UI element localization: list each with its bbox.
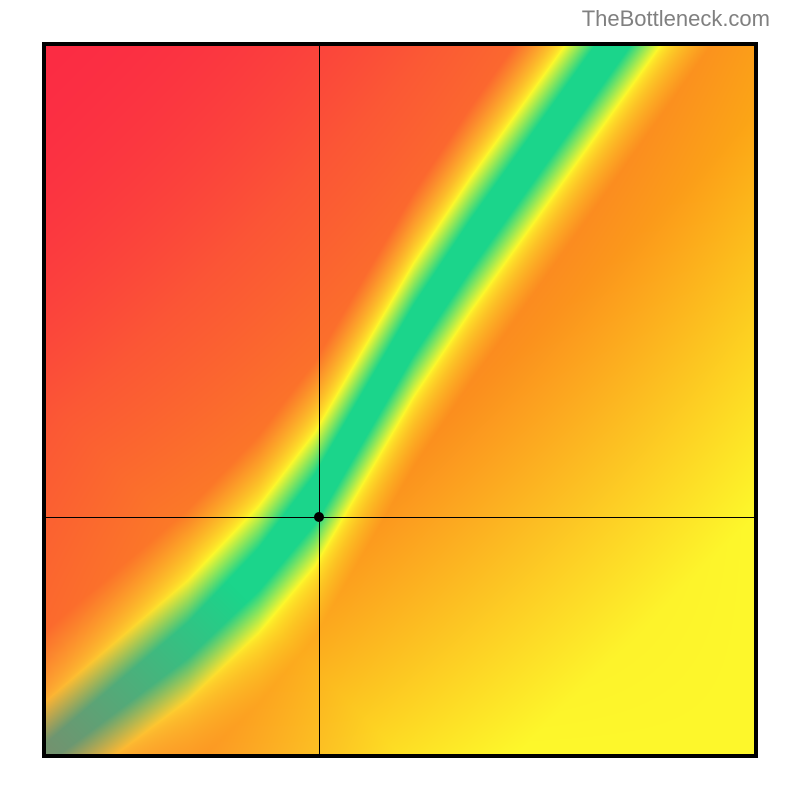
heatmap-canvas	[46, 46, 754, 754]
crosshair-vertical	[319, 46, 320, 754]
chart-frame	[42, 42, 758, 758]
watermark-text: TheBottleneck.com	[582, 6, 770, 32]
heatmap-plot	[46, 46, 754, 754]
crosshair-horizontal	[46, 517, 754, 518]
crosshair-dot	[314, 512, 324, 522]
